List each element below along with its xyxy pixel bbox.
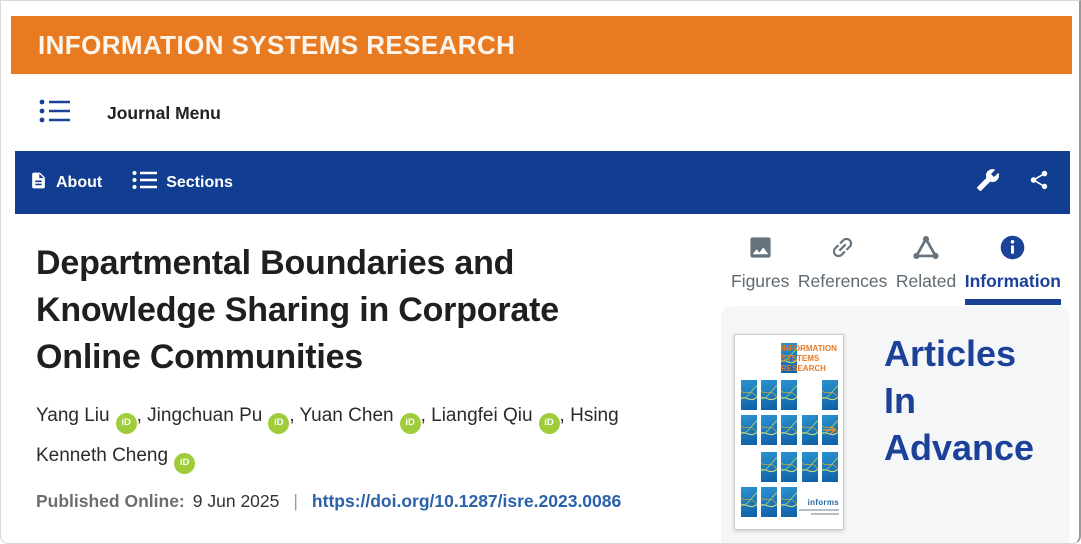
information-panel: INFORMATION SYSTEMS RESEARCH informs Art… [721,306,1070,543]
author-link[interactable]: Yang Liu [36,405,110,426]
active-tab-underline [798,299,888,305]
doi-link[interactable]: https://doi.org/10.1287/isre.2023.0086 [311,491,622,511]
journal-menu-button[interactable]: Journal Menu [39,95,221,131]
orcid-icon[interactable]: iD [399,412,421,434]
cover-tile [741,415,757,445]
orcid-icon[interactable]: iD [268,412,290,434]
tab-label: Information [964,271,1061,291]
cover-tile [781,415,797,445]
cover-tile [781,343,797,373]
document-icon [29,170,48,196]
cover-journal-title: INFORMATION SYSTEMS RESEARCH [781,344,837,373]
sections-label: Sections [166,173,233,191]
tab-figures[interactable]: Figures [731,234,789,305]
cover-tile [822,452,838,482]
articles-in-advance-link[interactable]: Articles In Advance [884,333,1035,468]
cover-tile [802,452,818,482]
cover-tile [781,487,797,517]
cover-tile [761,452,777,482]
publication-info: Published Online: 9 Jun 2025 | https://d… [36,491,676,512]
link-icon [828,234,857,266]
cover-tile [781,452,797,482]
menu-list-icon [39,98,71,129]
cover-tile [761,415,777,445]
orcid-icon[interactable]: iD [115,412,137,434]
tab-information[interactable]: Information [964,234,1061,305]
list-icon [132,170,158,195]
article-title: Departmental Boundaries and Knowledge Sh… [36,244,559,376]
active-tab-underline [731,299,789,305]
nav-item-sections[interactable]: Sections [132,170,233,195]
journal-cover-thumbnail[interactable]: INFORMATION SYSTEMS RESEARCH informs [734,334,844,530]
about-label: About [56,173,103,191]
journal-menu-label: Journal Menu [107,102,221,123]
cover-tile [781,380,797,410]
orcid-icon[interactable]: iD [538,412,560,434]
cover-tile [741,487,757,517]
tab-related[interactable]: Related [896,234,956,305]
author-link[interactable]: Jingchuan Pu [147,405,263,426]
cover-tile [741,380,757,410]
image-icon [747,234,774,266]
active-tab-underline [896,299,956,305]
cover-tile [761,487,777,517]
author-list: Yang Liu iD, Jingchuan Pu iD, Yuan Chen iD,… [36,396,636,476]
cover-tile [822,380,838,410]
article-tabs: Figures References Related Information [721,234,1071,305]
cover-arrow-tile [822,415,838,445]
published-date: 9 Jun 2025 [192,491,280,511]
article-header: Departmental Boundaries and Knowledge Sh… [36,240,676,512]
share-icon[interactable] [1028,168,1050,197]
info-icon [999,234,1026,266]
author-link[interactable]: Hsing Kenneth Cheng [36,405,619,466]
author-link[interactable]: Liangfei Qiu [431,405,533,426]
brand-banner: INFORMATION SYSTEMS RESEARCH [11,16,1072,74]
tab-label: Figures [731,271,790,291]
separator: | [293,491,298,511]
cover-tile [761,380,777,410]
active-tab-underline [964,299,1061,305]
cover-tile [802,415,818,445]
author-link[interactable]: Yuan Chen [299,405,394,426]
journal-brand-title: INFORMATION SYSTEMS RESEARCH [38,29,516,60]
tab-label: References [797,271,888,291]
nav-item-about[interactable]: About [29,170,102,196]
related-network-icon [912,234,940,266]
wrench-icon[interactable] [976,168,1000,197]
tab-references[interactable]: References [797,234,888,305]
informs-logo: informs [799,498,839,515]
published-online-label: Published Online: [36,491,185,511]
tab-label: Related [895,271,957,291]
article-nav-bar: About Sections [15,151,1070,214]
orcid-icon[interactable]: iD [174,452,196,474]
